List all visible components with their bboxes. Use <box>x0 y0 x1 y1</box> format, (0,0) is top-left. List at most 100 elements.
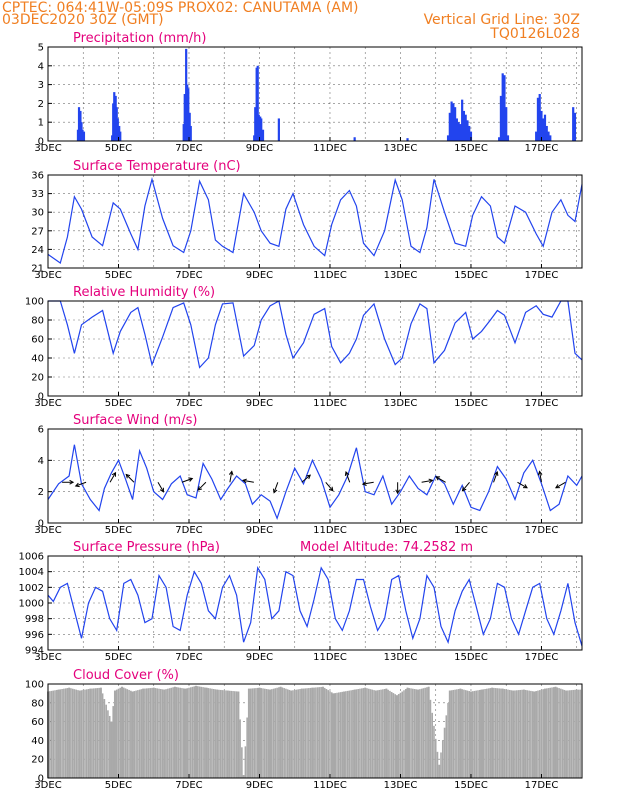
precip-bar <box>542 118 545 141</box>
cloud-cover-fill <box>542 689 545 778</box>
temperature-ytick-label: 24 <box>31 245 44 256</box>
cloud-cover-fill <box>156 688 159 778</box>
cloud-cover-fill <box>77 690 79 778</box>
cloud-cover-fill <box>186 688 189 778</box>
cloud-cover-fill <box>512 690 515 778</box>
cloud-cover-fill <box>449 690 451 778</box>
cloud-cover-fill <box>322 686 324 778</box>
cloud-cover-fill <box>524 689 527 778</box>
humidity-xtick-label: 9DEC <box>246 398 273 409</box>
cloud-cover-fill <box>191 686 194 778</box>
pressure-ytick-label: 1002 <box>19 583 44 594</box>
precip-bar <box>406 138 409 141</box>
cloud-cover-fill <box>181 688 183 778</box>
precip-bar <box>457 122 460 141</box>
temperature-panel: 21 24 27 30 33 36 3DEC 5DEC 7DEC 9DEC 11DEC 13DEC 15… <box>31 159 583 281</box>
station-header-line1: CPTEC: 064:41W-05:09S PROX02: CANUTAMA (… <box>2 0 359 16</box>
temperature-xtick-label: 11DEC <box>313 270 347 281</box>
cloud-cover-fill <box>251 688 254 778</box>
wind-arrow-shaft <box>229 471 233 483</box>
cloud-cover-fill <box>248 688 250 778</box>
cloud-cover-fill <box>165 689 167 778</box>
cloud-cover-fill <box>105 704 107 778</box>
cloud-cover-fill <box>267 689 270 778</box>
cloud-cover-fill <box>327 690 330 778</box>
cloud-cover-ytick-label: 40 <box>31 736 44 747</box>
cloud-cover-fill <box>211 688 213 778</box>
wind-arrow-head <box>555 484 560 489</box>
cloud-cover-fill <box>85 689 88 778</box>
cloud-cover-fill <box>367 688 370 778</box>
vertical-grid-note: Vertical Grid Line: 30Z <box>423 12 580 28</box>
temperature-line <box>47 176 583 264</box>
humidity-ytick-label: 60 <box>31 335 44 346</box>
cloud-cover-fill <box>91 688 93 778</box>
cloud-cover-fill <box>304 688 307 778</box>
cloud-cover-fill <box>515 690 518 778</box>
temperature-title: Surface Temperature (nC) <box>73 159 241 174</box>
precip-bar <box>454 107 457 141</box>
cloud-cover-fill <box>514 690 516 778</box>
cloud-cover-fill <box>241 747 243 778</box>
precipitation-xtick-label: 7DEC <box>175 143 202 154</box>
precip-bar <box>256 65 259 141</box>
cloud-cover-fill <box>547 688 550 778</box>
cloud-cover-fill <box>392 693 395 778</box>
wind-arrow-head <box>361 481 367 486</box>
precip-bar <box>543 114 547 141</box>
cloud-cover-fill <box>87 689 90 778</box>
precip-bar <box>119 131 122 141</box>
wind-arrow-head <box>328 486 334 492</box>
cloud-cover-fill <box>70 688 72 778</box>
cloud-cover-fill <box>269 689 271 778</box>
cloud-cover-fill <box>443 727 446 778</box>
wind-arrow-head <box>188 477 194 482</box>
cloud-cover-fill <box>447 702 449 778</box>
wind-arrow-head <box>159 487 164 493</box>
cloud-cover-fill <box>579 689 582 778</box>
cloud-cover-panel: 0 20 40 60 80 100 3DEC 5DEC 7DEC 9DEC 11DEC 13DEC 15… <box>25 668 583 791</box>
precip-bar <box>450 101 453 141</box>
cloud-cover-fill <box>336 692 338 778</box>
cloud-cover-fill <box>197 686 199 778</box>
cloud-cover-xtick-label: 3DEC <box>34 780 61 791</box>
cloud-cover-fill <box>276 687 278 778</box>
cloud-cover-fill <box>500 688 502 778</box>
cloud-cover-fill <box>54 690 56 778</box>
cloud-cover-fill <box>151 687 153 778</box>
cloud-cover-fill <box>498 688 500 778</box>
cloud-cover-fill <box>403 690 405 778</box>
cloud-cover-fill <box>565 690 567 778</box>
humidity-xtick-label: 3DEC <box>34 398 61 409</box>
wind-arrow-shaft <box>325 481 334 492</box>
pressure-ytick-label: 1004 <box>19 567 44 578</box>
cloud-cover-fill <box>56 689 58 778</box>
cloud-cover-fill <box>577 689 580 778</box>
cloud-cover-fill <box>452 689 455 778</box>
wind-xtick-label: 7DEC <box>175 525 202 536</box>
cloud-cover-fill <box>572 689 574 778</box>
wind-arrow-shaft <box>462 481 470 492</box>
cloud-cover-fill <box>399 692 402 778</box>
cloud-cover-fill <box>144 688 146 778</box>
wind-arrow-shaft <box>435 476 446 483</box>
temperature-xtick-label: 5DEC <box>105 270 132 281</box>
cloud-cover-fill <box>237 691 240 778</box>
cloud-cover-frame <box>47 683 583 779</box>
humidity-ytick-label: 0 <box>38 392 44 403</box>
cloud-cover-fill <box>478 689 481 778</box>
wind-ytick-label: 6 <box>38 425 44 436</box>
cloud-cover-fill <box>177 687 180 778</box>
cloud-cover-fill <box>480 689 483 778</box>
cloud-cover-fill <box>188 687 190 778</box>
wind-arrow-head <box>395 489 401 495</box>
cloud-cover-fill <box>556 687 559 778</box>
temperature-xtick-label: 17DEC <box>525 270 559 281</box>
cloud-cover-fill <box>426 687 428 778</box>
cloud-cover-fill <box>262 688 264 778</box>
cloud-cover-fill <box>563 689 566 778</box>
precip-bar <box>461 99 464 141</box>
humidity-frame <box>47 300 583 397</box>
cloud-cover-fill <box>348 690 351 778</box>
cloud-cover-fill <box>471 691 474 778</box>
